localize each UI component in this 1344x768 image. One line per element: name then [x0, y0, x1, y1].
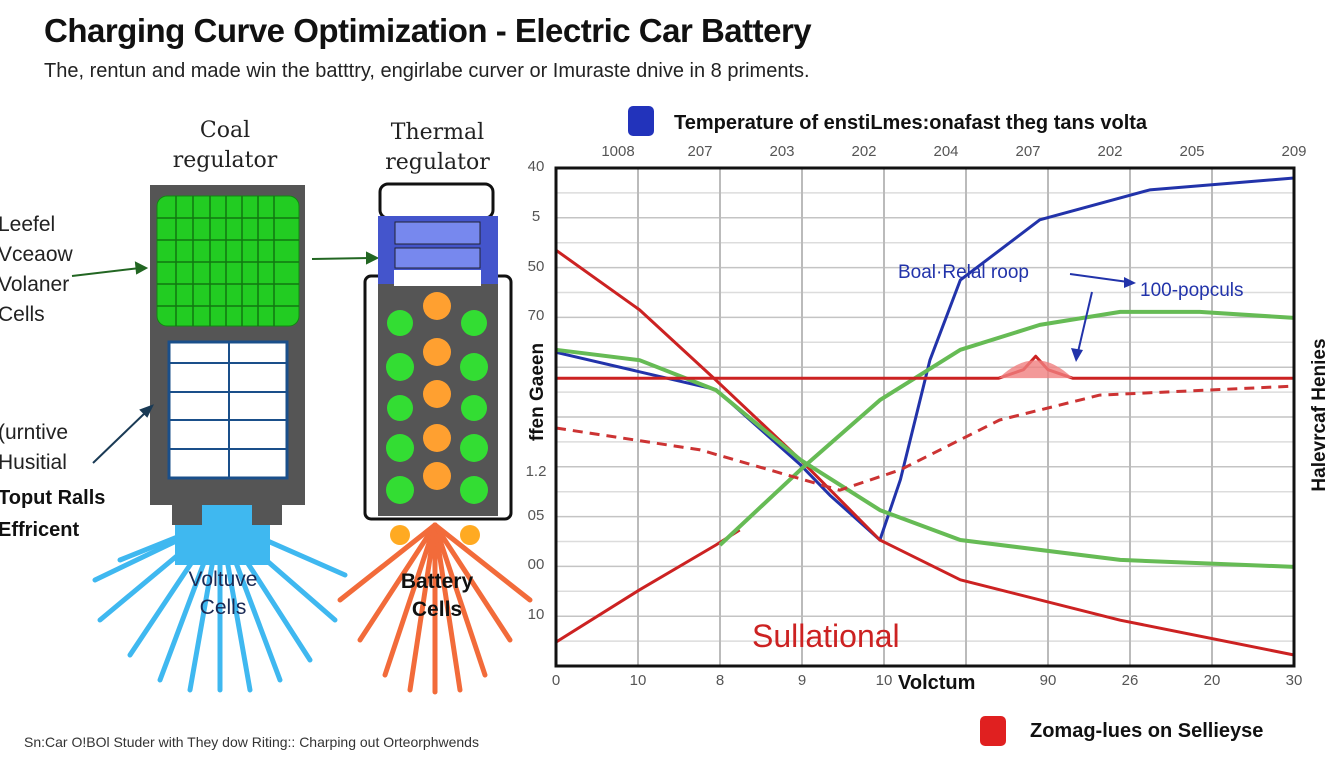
peak-bump [998, 360, 1073, 379]
series-line-5 [556, 354, 1294, 380]
coal-regulator-label: Coal regulator [172, 118, 278, 173]
label-line: Vceaow [0, 243, 73, 266]
y-tick-label: 50 [527, 257, 545, 275]
x-tick-label: 8 [715, 672, 725, 689]
x-tick-label: 90 [1039, 672, 1057, 689]
label-line: Cells [0, 303, 45, 326]
x-tick-label: 10 [629, 672, 647, 689]
voltuve-cells-label: Voltuve Cells [188, 568, 258, 619]
legend-label-red: Zomag-lues on Sellieyse [1030, 720, 1264, 742]
left-labels: Leefel Vceaow Volaner Cells [0, 210, 73, 330]
x-tick-label: 20 [1203, 672, 1221, 689]
x-top-tick-label: 203 [769, 143, 795, 160]
thermal-regulator-label: Thermal regulator [385, 120, 490, 175]
y-tick-label: 05 [527, 506, 545, 524]
x-axis-label: Volctum [898, 672, 976, 694]
battery-cells-label: Battery Cells [400, 570, 474, 621]
label-line: Toput Ralls [0, 487, 106, 509]
series-line-1 [555, 248, 1295, 657]
series-line-6 [555, 384, 1295, 492]
plot-frame [554, 166, 1296, 668]
green-cells [386, 310, 488, 504]
x-top-tick-label: 207 [1015, 143, 1041, 160]
arrow-head [1071, 348, 1083, 362]
legend-swatch-red [980, 716, 1006, 746]
y-tick-label: 40 [527, 158, 545, 175]
series-line-3 [718, 309, 1295, 547]
x-tick-label: 26 [1121, 672, 1139, 689]
label-line: Husitial [0, 451, 67, 474]
series-line-2 [555, 528, 741, 644]
bold-labels: Toput Ralls Effricent [0, 482, 105, 546]
annotation-arrow [1069, 273, 1129, 283]
lower-labels: (urntive Husitial [0, 418, 68, 478]
label-line: Volaner [0, 273, 70, 296]
x-top-tick-label: 209 [1281, 143, 1307, 160]
annotation-blue: Boal·Relal roop [898, 262, 1029, 283]
x-tick-label: 10 [875, 672, 893, 689]
x-top-tick-label: 205 [1179, 143, 1205, 160]
annotation-arrow [1077, 291, 1093, 353]
arrow-head [1124, 277, 1136, 288]
legend-swatch-blue [628, 106, 654, 136]
x-top-tick-label: 204 [933, 143, 959, 160]
x-tick-label: 0 [551, 672, 561, 689]
label-line: (urntive [0, 421, 69, 444]
label-line: Effricent [0, 519, 80, 541]
y-tick-label: 00 [527, 556, 545, 574]
y-tick-label: 5 [531, 207, 541, 225]
chart-title: Temperature of enstiLmes:onafast theg ta… [674, 112, 1148, 134]
x-tick-label: 9 [797, 672, 807, 689]
x-top-tick-label: 202 [851, 143, 877, 160]
y-tick-label: 1.2 [525, 462, 547, 480]
label-line: Leefel [0, 213, 56, 236]
annotation-blue-2: 100-popculs [1140, 280, 1244, 301]
x-tick-label: 30 [1285, 672, 1303, 689]
x-top-tick-label: 207 [687, 143, 713, 160]
x-top-tick-label: 1008 [601, 143, 635, 160]
page-title: Charging Curve Optimization - Electric C… [44, 12, 812, 49]
annotation-red: Sullational [752, 618, 900, 654]
series-line-4 [555, 347, 1295, 569]
footnote: Sn:Car O!BOl Studer with They dow Riting… [24, 734, 479, 750]
series-line-0 [555, 176, 1295, 542]
y-tick-label: 70 [527, 307, 545, 325]
page-subtitle: The, rentun and made win the batttry, en… [44, 60, 810, 82]
y-tick-label: 10 [527, 606, 545, 624]
x-top-tick-label: 202 [1097, 143, 1123, 160]
orange-heat-cells [423, 292, 451, 490]
battery-diagram [71, 182, 533, 695]
orange-rays [337, 522, 533, 695]
